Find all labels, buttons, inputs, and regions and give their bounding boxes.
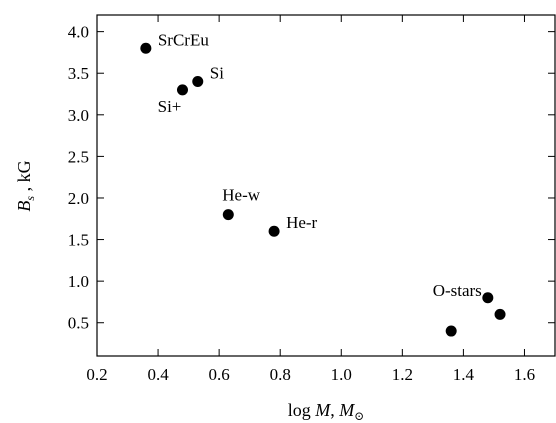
x-tick-label: 0.6 [209, 365, 230, 384]
x-ticks: 0.2 0.4 0.6 0.8 1.0 1.2 1.4 1.6 [86, 15, 535, 384]
data-point-label: O-stars [433, 281, 482, 300]
plot-frame [96, 14, 556, 357]
x-axis-label: log M, M⊙ [288, 400, 365, 423]
data-point [494, 308, 506, 320]
data-point-label: He-r [286, 213, 317, 232]
data-point [192, 76, 204, 88]
data-point [176, 84, 188, 96]
data-point-label: He-w [222, 186, 260, 205]
data-point-label: SrCrEu [158, 30, 210, 49]
y-tick-label: 1.0 [68, 272, 89, 291]
data-point [222, 209, 234, 221]
y-tick-label: 1.5 [68, 231, 89, 250]
y-tick-label: 0.5 [68, 314, 89, 333]
y-ticks: 0.5 1.0 1.5 2.0 2.5 3.0 3.5 4.0 [68, 23, 555, 333]
data-point [140, 42, 152, 54]
y-tick-label: 3.0 [68, 106, 89, 125]
x-tick-label: 0.8 [270, 365, 291, 384]
x-tick-label: 0.4 [147, 365, 169, 384]
data-point [268, 225, 280, 237]
y-tick-label: 4.0 [68, 23, 89, 42]
x-tick-label: 1.2 [392, 365, 413, 384]
y-tick-label: 3.5 [68, 64, 89, 83]
x-tick-label: 1.4 [453, 365, 475, 384]
data-point-label: Si [210, 64, 224, 83]
data-point [445, 325, 457, 337]
x-tick-label: 1.0 [331, 365, 352, 384]
y-axis-label: Bs , kG [14, 160, 37, 211]
x-tick-label: 1.6 [514, 365, 535, 384]
y-tick-label: 2.5 [68, 147, 89, 166]
data-point-label: Si+ [158, 97, 182, 116]
data-point [482, 292, 494, 304]
y-tick-label: 2.0 [68, 189, 89, 208]
x-tick-label: 0.2 [86, 365, 107, 384]
